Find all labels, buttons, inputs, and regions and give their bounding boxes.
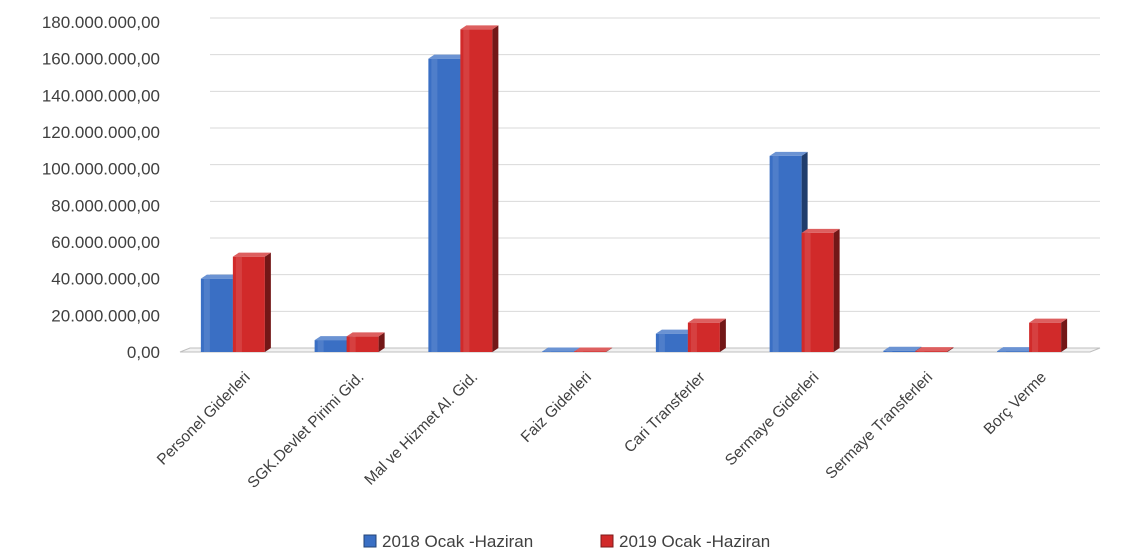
y-tick-label: 120.000.000,00 (42, 123, 160, 142)
bar-top (314, 336, 353, 341)
legend-item: 2019 Ocak -Haziran (600, 532, 770, 551)
y-tick-label: 60.000.000,00 (51, 233, 160, 252)
bar-top (200, 274, 239, 279)
x-tick-label: Mal ve Hizmet Al. Gid. (361, 369, 481, 489)
bar-side (378, 332, 385, 352)
y-tick-label: 100.000.000,00 (42, 160, 160, 179)
bar-top (883, 346, 922, 351)
x-tick-label: Faiz Giderleri (518, 369, 595, 446)
bar-top (687, 318, 726, 323)
bar-highlight (431, 58, 438, 353)
legend-swatch (600, 534, 614, 548)
legend: 2018 Ocak -Haziran 2019 Ocak -Haziran (363, 532, 770, 551)
y-tick-label: 140.000.000,00 (42, 86, 160, 105)
bar-side (606, 347, 613, 352)
bar-highlight (317, 340, 324, 352)
bar-top (574, 347, 613, 352)
y-tick-label: 80.000.000,00 (51, 196, 160, 215)
bar (769, 151, 808, 352)
bar (232, 252, 271, 352)
bar-highlight (545, 351, 552, 352)
bar-front (883, 350, 916, 352)
bar-side (492, 25, 499, 352)
bar (915, 347, 954, 352)
bar (687, 318, 726, 352)
bar-highlight (463, 29, 470, 352)
bar-top (801, 228, 840, 233)
x-tick-label: Personel Giderleri (154, 369, 254, 469)
x-tick-label: Sermaye Transferleri (822, 369, 936, 483)
bar-front (574, 351, 607, 352)
bar-front (314, 340, 347, 352)
bar (574, 347, 613, 352)
bar-top (232, 252, 271, 257)
bar-highlight (690, 322, 697, 352)
bar-highlight (1032, 322, 1039, 352)
bar-side (947, 347, 954, 352)
y-tick-label: 20.000.000,00 (51, 306, 160, 325)
bar-side (1061, 318, 1068, 352)
bar-highlight (804, 232, 811, 352)
x-tick-label: Cari Transferler (621, 369, 709, 457)
legend-swatch (363, 534, 377, 548)
bar-top (1029, 318, 1068, 323)
bar-top (542, 347, 581, 352)
bar-highlight (658, 333, 665, 352)
bar (1029, 318, 1068, 352)
bar (460, 25, 499, 352)
bar-highlight (772, 155, 779, 352)
bar-top (428, 54, 467, 59)
bar-highlight (918, 351, 925, 352)
bar-top (769, 151, 808, 156)
bar-top (915, 347, 954, 352)
bar-top (997, 347, 1036, 352)
x-tick-label: Sermaye Giderleri (722, 369, 822, 469)
bar-highlight (349, 336, 356, 352)
bar-front (915, 351, 948, 352)
bar-top (460, 25, 499, 30)
gridlines (210, 17, 1100, 349)
bar-highlight (235, 256, 242, 352)
bar-front (997, 351, 1030, 352)
bar-highlight (886, 350, 893, 352)
bar-highlight (203, 278, 210, 352)
legend-item: 2018 Ocak -Haziran (363, 532, 533, 551)
bar-side (719, 318, 726, 352)
bar-top (346, 332, 385, 337)
y-tick-label: 40.000.000,00 (51, 270, 160, 289)
x-tick-label: SGK.Devlet Pirimi Gid. (245, 369, 368, 492)
y-tick-label: 160.000.000,00 (42, 50, 160, 69)
bar (801, 228, 840, 352)
bar-highlight (1000, 351, 1007, 352)
bar-top (655, 329, 694, 334)
bar-side (264, 252, 271, 352)
bar-side (833, 228, 840, 352)
y-tick-label: 0,00 (127, 343, 160, 362)
legend-label: 2019 Ocak -Haziran (619, 532, 770, 551)
legend-label: 2018 Ocak -Haziran (382, 532, 533, 551)
bars (200, 25, 1068, 353)
bar-highlight (577, 351, 584, 352)
bar-front (542, 351, 575, 352)
x-tick-label: Borç Verme (981, 369, 1050, 438)
y-axis: 0,00 20.000.000,00 40.000.000,00 60.000.000… (42, 13, 160, 362)
bar (346, 332, 385, 352)
y-tick-label: 180.000.000,00 (42, 13, 160, 32)
